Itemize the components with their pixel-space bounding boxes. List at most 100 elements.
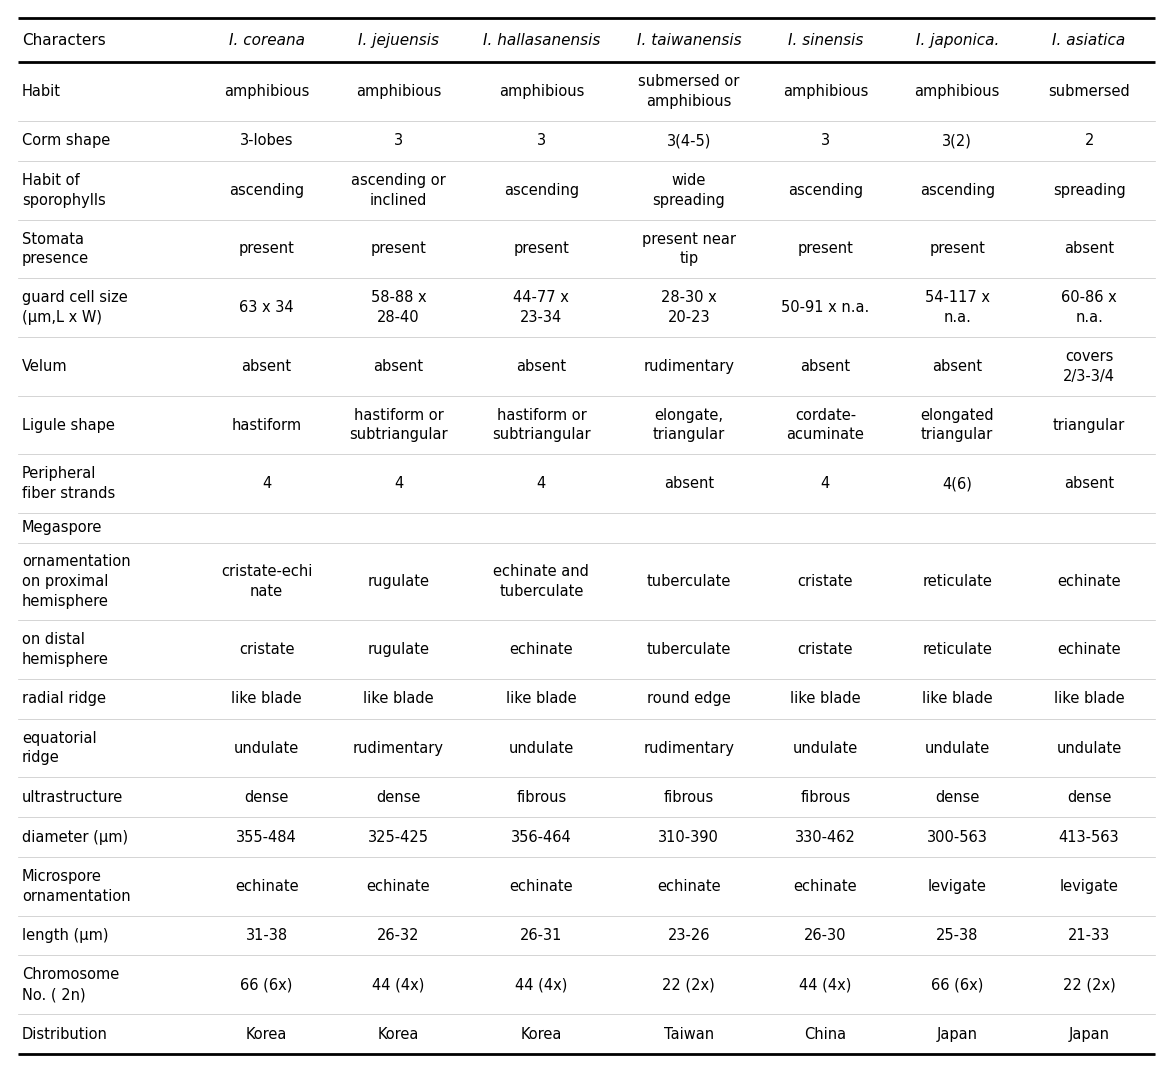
Text: wide
spreading: wide spreading xyxy=(652,173,725,208)
Text: echinate: echinate xyxy=(657,879,720,894)
Text: spreading: spreading xyxy=(1052,182,1125,197)
Text: I. sinensis: I. sinensis xyxy=(787,32,863,47)
Text: rugulate: rugulate xyxy=(367,642,429,657)
Text: 25-38: 25-38 xyxy=(936,928,978,943)
Text: Japan: Japan xyxy=(937,1027,978,1042)
Text: 58-88 x
28-40: 58-88 x 28-40 xyxy=(371,291,426,325)
Text: covers
2/3-3/4: covers 2/3-3/4 xyxy=(1063,349,1116,384)
Text: ultrastructure: ultrastructure xyxy=(22,790,123,805)
Text: present: present xyxy=(929,241,985,256)
Text: I. taiwanensis: I. taiwanensis xyxy=(637,32,741,47)
Text: absent: absent xyxy=(800,359,850,374)
Text: I. japonica.: I. japonica. xyxy=(915,32,999,47)
Text: 60-86 x
n.a.: 60-86 x n.a. xyxy=(1062,291,1117,325)
Text: 2: 2 xyxy=(1084,134,1093,149)
Text: on distal
hemisphere: on distal hemisphere xyxy=(22,632,109,667)
Text: fibrous: fibrous xyxy=(664,790,714,805)
Text: undulate: undulate xyxy=(1057,741,1121,756)
Text: Velum: Velum xyxy=(22,359,68,374)
Text: dense: dense xyxy=(1067,790,1111,805)
Text: 22 (2x): 22 (2x) xyxy=(1063,978,1116,993)
Text: like blade: like blade xyxy=(231,691,301,706)
Text: Korea: Korea xyxy=(378,1027,419,1042)
Text: Microspore
ornamentation: Microspore ornamentation xyxy=(22,869,130,904)
Text: 63 x 34: 63 x 34 xyxy=(239,300,294,315)
Text: amphibious: amphibious xyxy=(915,85,999,100)
Text: 26-30: 26-30 xyxy=(805,928,847,943)
Text: elongated
triangular: elongated triangular xyxy=(921,407,994,443)
Text: 4: 4 xyxy=(394,476,404,491)
Text: I. asiatica: I. asiatica xyxy=(1052,32,1126,47)
Text: tuberculate: tuberculate xyxy=(646,642,731,657)
Text: like blade: like blade xyxy=(922,691,992,706)
Text: submersed: submersed xyxy=(1049,85,1130,100)
Text: radial ridge: radial ridge xyxy=(22,691,106,706)
Text: 44-77 x
23-34: 44-77 x 23-34 xyxy=(514,291,569,325)
Text: Distribution: Distribution xyxy=(22,1027,108,1042)
Text: Chromosome
No. ( 2n): Chromosome No. ( 2n) xyxy=(22,967,120,1002)
Text: dense: dense xyxy=(244,790,289,805)
Text: levigate: levigate xyxy=(928,879,986,894)
Text: hastiform: hastiform xyxy=(231,418,301,433)
Text: dense: dense xyxy=(377,790,421,805)
Text: 22 (2x): 22 (2x) xyxy=(663,978,716,993)
Text: 23-26: 23-26 xyxy=(667,928,710,943)
Text: echinate: echinate xyxy=(509,642,574,657)
Text: Megaspore: Megaspore xyxy=(22,520,102,535)
Text: reticulate: reticulate xyxy=(922,574,992,589)
Text: 31-38: 31-38 xyxy=(245,928,287,943)
Text: absent: absent xyxy=(373,359,423,374)
Text: amphibious: amphibious xyxy=(782,85,868,100)
Text: like blade: like blade xyxy=(364,691,434,706)
Text: I. jejuensis: I. jejuensis xyxy=(358,32,439,47)
Text: cristate: cristate xyxy=(798,642,853,657)
Text: present near
tip: present near tip xyxy=(642,232,735,266)
Text: rudimentary: rudimentary xyxy=(643,359,734,374)
Text: undulate: undulate xyxy=(509,741,574,756)
Text: 4(6): 4(6) xyxy=(942,476,972,491)
Text: diameter (μm): diameter (μm) xyxy=(22,830,128,845)
Text: fibrous: fibrous xyxy=(516,790,567,805)
Text: Ligule shape: Ligule shape xyxy=(22,418,115,433)
Text: 330-462: 330-462 xyxy=(795,830,856,845)
Text: 310-390: 310-390 xyxy=(658,830,719,845)
Text: amphibious: amphibious xyxy=(499,85,584,100)
Text: 356-464: 356-464 xyxy=(511,830,571,845)
Text: 50-91 x n.a.: 50-91 x n.a. xyxy=(781,300,869,315)
Text: fibrous: fibrous xyxy=(800,790,850,805)
Text: cordate-
acuminate: cordate- acuminate xyxy=(786,407,865,443)
Text: 4: 4 xyxy=(537,476,545,491)
Text: 413-563: 413-563 xyxy=(1059,830,1119,845)
Text: rudimentary: rudimentary xyxy=(643,741,734,756)
Text: 54-117 x
n.a.: 54-117 x n.a. xyxy=(924,291,990,325)
Text: ascending: ascending xyxy=(788,182,863,197)
Text: levigate: levigate xyxy=(1059,879,1119,894)
Text: cristate-echi
nate: cristate-echi nate xyxy=(221,564,312,599)
Text: amphibious: amphibious xyxy=(224,85,310,100)
Text: undulate: undulate xyxy=(793,741,857,756)
Text: Peripheral
fiber strands: Peripheral fiber strands xyxy=(22,466,115,502)
Text: 3-lobes: 3-lobes xyxy=(240,134,293,149)
Text: round edge: round edge xyxy=(647,691,731,706)
Text: submersed or
amphibious: submersed or amphibious xyxy=(638,74,739,109)
Text: Korea: Korea xyxy=(246,1027,287,1042)
Text: 4: 4 xyxy=(262,476,271,491)
Text: ascending: ascending xyxy=(504,182,579,197)
Text: 44 (4x): 44 (4x) xyxy=(515,978,568,993)
Text: present: present xyxy=(514,241,569,256)
Text: hastiform or
subtriangular: hastiform or subtriangular xyxy=(350,407,448,443)
Text: hastiform or
subtriangular: hastiform or subtriangular xyxy=(493,407,591,443)
Text: length (μm): length (μm) xyxy=(22,928,108,943)
Text: echinate and
tuberculate: echinate and tuberculate xyxy=(494,564,589,599)
Text: absent: absent xyxy=(242,359,292,374)
Text: 3: 3 xyxy=(537,134,545,149)
Text: rudimentary: rudimentary xyxy=(353,741,445,756)
Text: 3(4-5): 3(4-5) xyxy=(666,134,711,149)
Text: 26-31: 26-31 xyxy=(520,928,563,943)
Text: absent: absent xyxy=(933,359,982,374)
Text: undulate: undulate xyxy=(924,741,990,756)
Text: rugulate: rugulate xyxy=(367,574,429,589)
Text: 21-33: 21-33 xyxy=(1067,928,1110,943)
Text: echinate: echinate xyxy=(509,879,574,894)
Text: cristate: cristate xyxy=(239,642,294,657)
